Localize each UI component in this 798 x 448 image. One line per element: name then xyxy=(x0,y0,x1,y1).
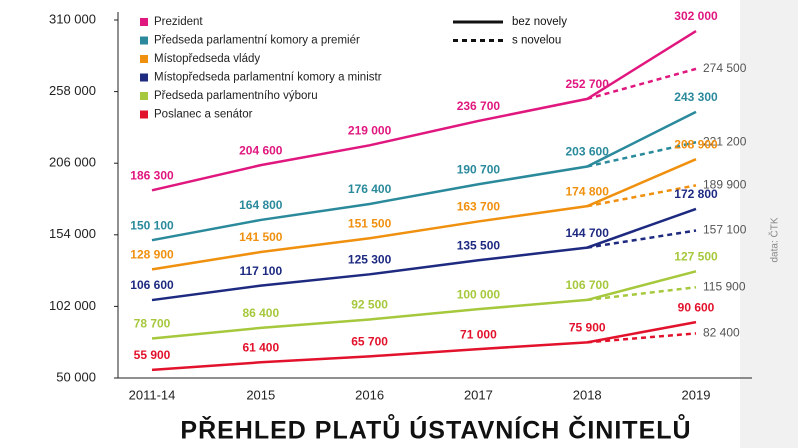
legend-label: Prezident xyxy=(154,16,203,28)
legend-label: Místopředseda parlamentní komory a minis… xyxy=(154,72,382,84)
value-label: 236 700 xyxy=(457,99,501,113)
value-label: 204 600 xyxy=(239,143,283,157)
value-label: 75 900 xyxy=(569,321,606,335)
value-label: 243 300 xyxy=(674,90,718,104)
y-tick-label: 206 000 xyxy=(49,155,96,170)
series-line xyxy=(151,110,697,242)
series-line xyxy=(151,158,697,271)
legend-label: Předseda parlamentního výboru xyxy=(154,90,318,102)
value-label: 128 900 xyxy=(130,248,174,262)
reform-line xyxy=(587,286,697,302)
y-tick-label: 50 000 xyxy=(56,369,96,384)
value-label: 125 300 xyxy=(348,252,392,266)
value-label: 92 500 xyxy=(351,298,388,312)
reform-line xyxy=(586,184,697,208)
value-label: 86 400 xyxy=(242,306,279,320)
legend-label: Poslanec a senátor xyxy=(154,109,253,121)
value-label: 219 000 xyxy=(348,123,392,137)
value-label: 90 600 xyxy=(678,300,715,314)
reform-line xyxy=(587,332,697,344)
value-label: 106 600 xyxy=(130,278,174,292)
style-legend-label: s novelou xyxy=(512,35,561,47)
legend-swatch xyxy=(140,18,148,26)
value-label: 61 400 xyxy=(242,340,279,354)
reform-label: 157 100 xyxy=(703,223,747,237)
y-tick-label: 102 000 xyxy=(49,298,96,313)
value-label: 302 000 xyxy=(674,9,718,23)
value-label: 135 500 xyxy=(457,238,501,252)
value-label: 150 100 xyxy=(130,218,174,232)
value-label: 100 000 xyxy=(457,287,501,301)
reform-label: 221 200 xyxy=(703,134,747,148)
value-label: 176 400 xyxy=(348,182,392,196)
value-label: 55 900 xyxy=(134,348,171,362)
value-label: 71 000 xyxy=(460,327,497,341)
value-label: 163 700 xyxy=(457,200,501,214)
reform-label: 115 900 xyxy=(703,279,746,293)
decoration xyxy=(740,0,798,448)
value-label: 186 300 xyxy=(130,168,174,182)
value-label: 190 700 xyxy=(457,162,501,176)
reform-line xyxy=(586,141,697,168)
legend-swatch xyxy=(140,73,148,82)
value-label: 117 100 xyxy=(239,264,282,278)
series-line xyxy=(151,207,697,302)
series-line xyxy=(151,270,697,340)
legend-swatch xyxy=(140,92,148,100)
chart-title: PŘEHLED PLATŮ ÚSTAVNÍCH ČINITELŮ xyxy=(180,413,691,445)
reform-label: 82 400 xyxy=(703,326,740,340)
value-label: 144 700 xyxy=(566,226,610,240)
value-label: 164 800 xyxy=(239,198,283,212)
x-tick-label: 2019 xyxy=(682,387,711,402)
value-label: 141 500 xyxy=(239,230,283,244)
value-label: 151 500 xyxy=(348,216,392,230)
value-label: 127 500 xyxy=(674,249,718,263)
source: data: ČTK xyxy=(768,217,781,262)
x-tick-label: 2017 xyxy=(464,387,493,402)
x-tick-label: 2016 xyxy=(355,387,384,402)
legend-label: Předseda parlamentní komory a premiér xyxy=(154,35,360,47)
value-label: 172 800 xyxy=(674,187,718,201)
reform-line xyxy=(586,67,697,101)
value-label: 203 600 xyxy=(566,145,610,159)
legend-swatch xyxy=(140,36,148,45)
y-tick-label: 258 000 xyxy=(49,83,96,98)
x-tick-label: 2018 xyxy=(573,387,602,402)
value-label: 106 700 xyxy=(566,278,610,292)
x-tick-label: 2011-14 xyxy=(129,387,176,402)
reform-line xyxy=(587,229,697,249)
legend-swatch xyxy=(140,110,148,119)
value-label: 174 800 xyxy=(566,184,610,198)
value-label: 252 700 xyxy=(566,77,610,91)
reform-label: 189 900 xyxy=(703,178,747,192)
series-line xyxy=(151,29,697,192)
reform-label: 274 500 xyxy=(703,61,747,75)
series-line xyxy=(151,320,697,372)
x-tick-label: 2015 xyxy=(246,387,275,402)
legend-label: Místopředseda vlády xyxy=(154,53,260,65)
value-label: 65 700 xyxy=(351,335,388,349)
style-legend-label: bez novely xyxy=(512,16,567,28)
y-tick-label: 154 000 xyxy=(49,226,96,241)
y-tick-label: 310 000 xyxy=(49,11,96,26)
legend-swatch xyxy=(140,55,148,63)
value-label: 78 700 xyxy=(134,317,171,331)
value-label: 208 900 xyxy=(674,137,718,151)
